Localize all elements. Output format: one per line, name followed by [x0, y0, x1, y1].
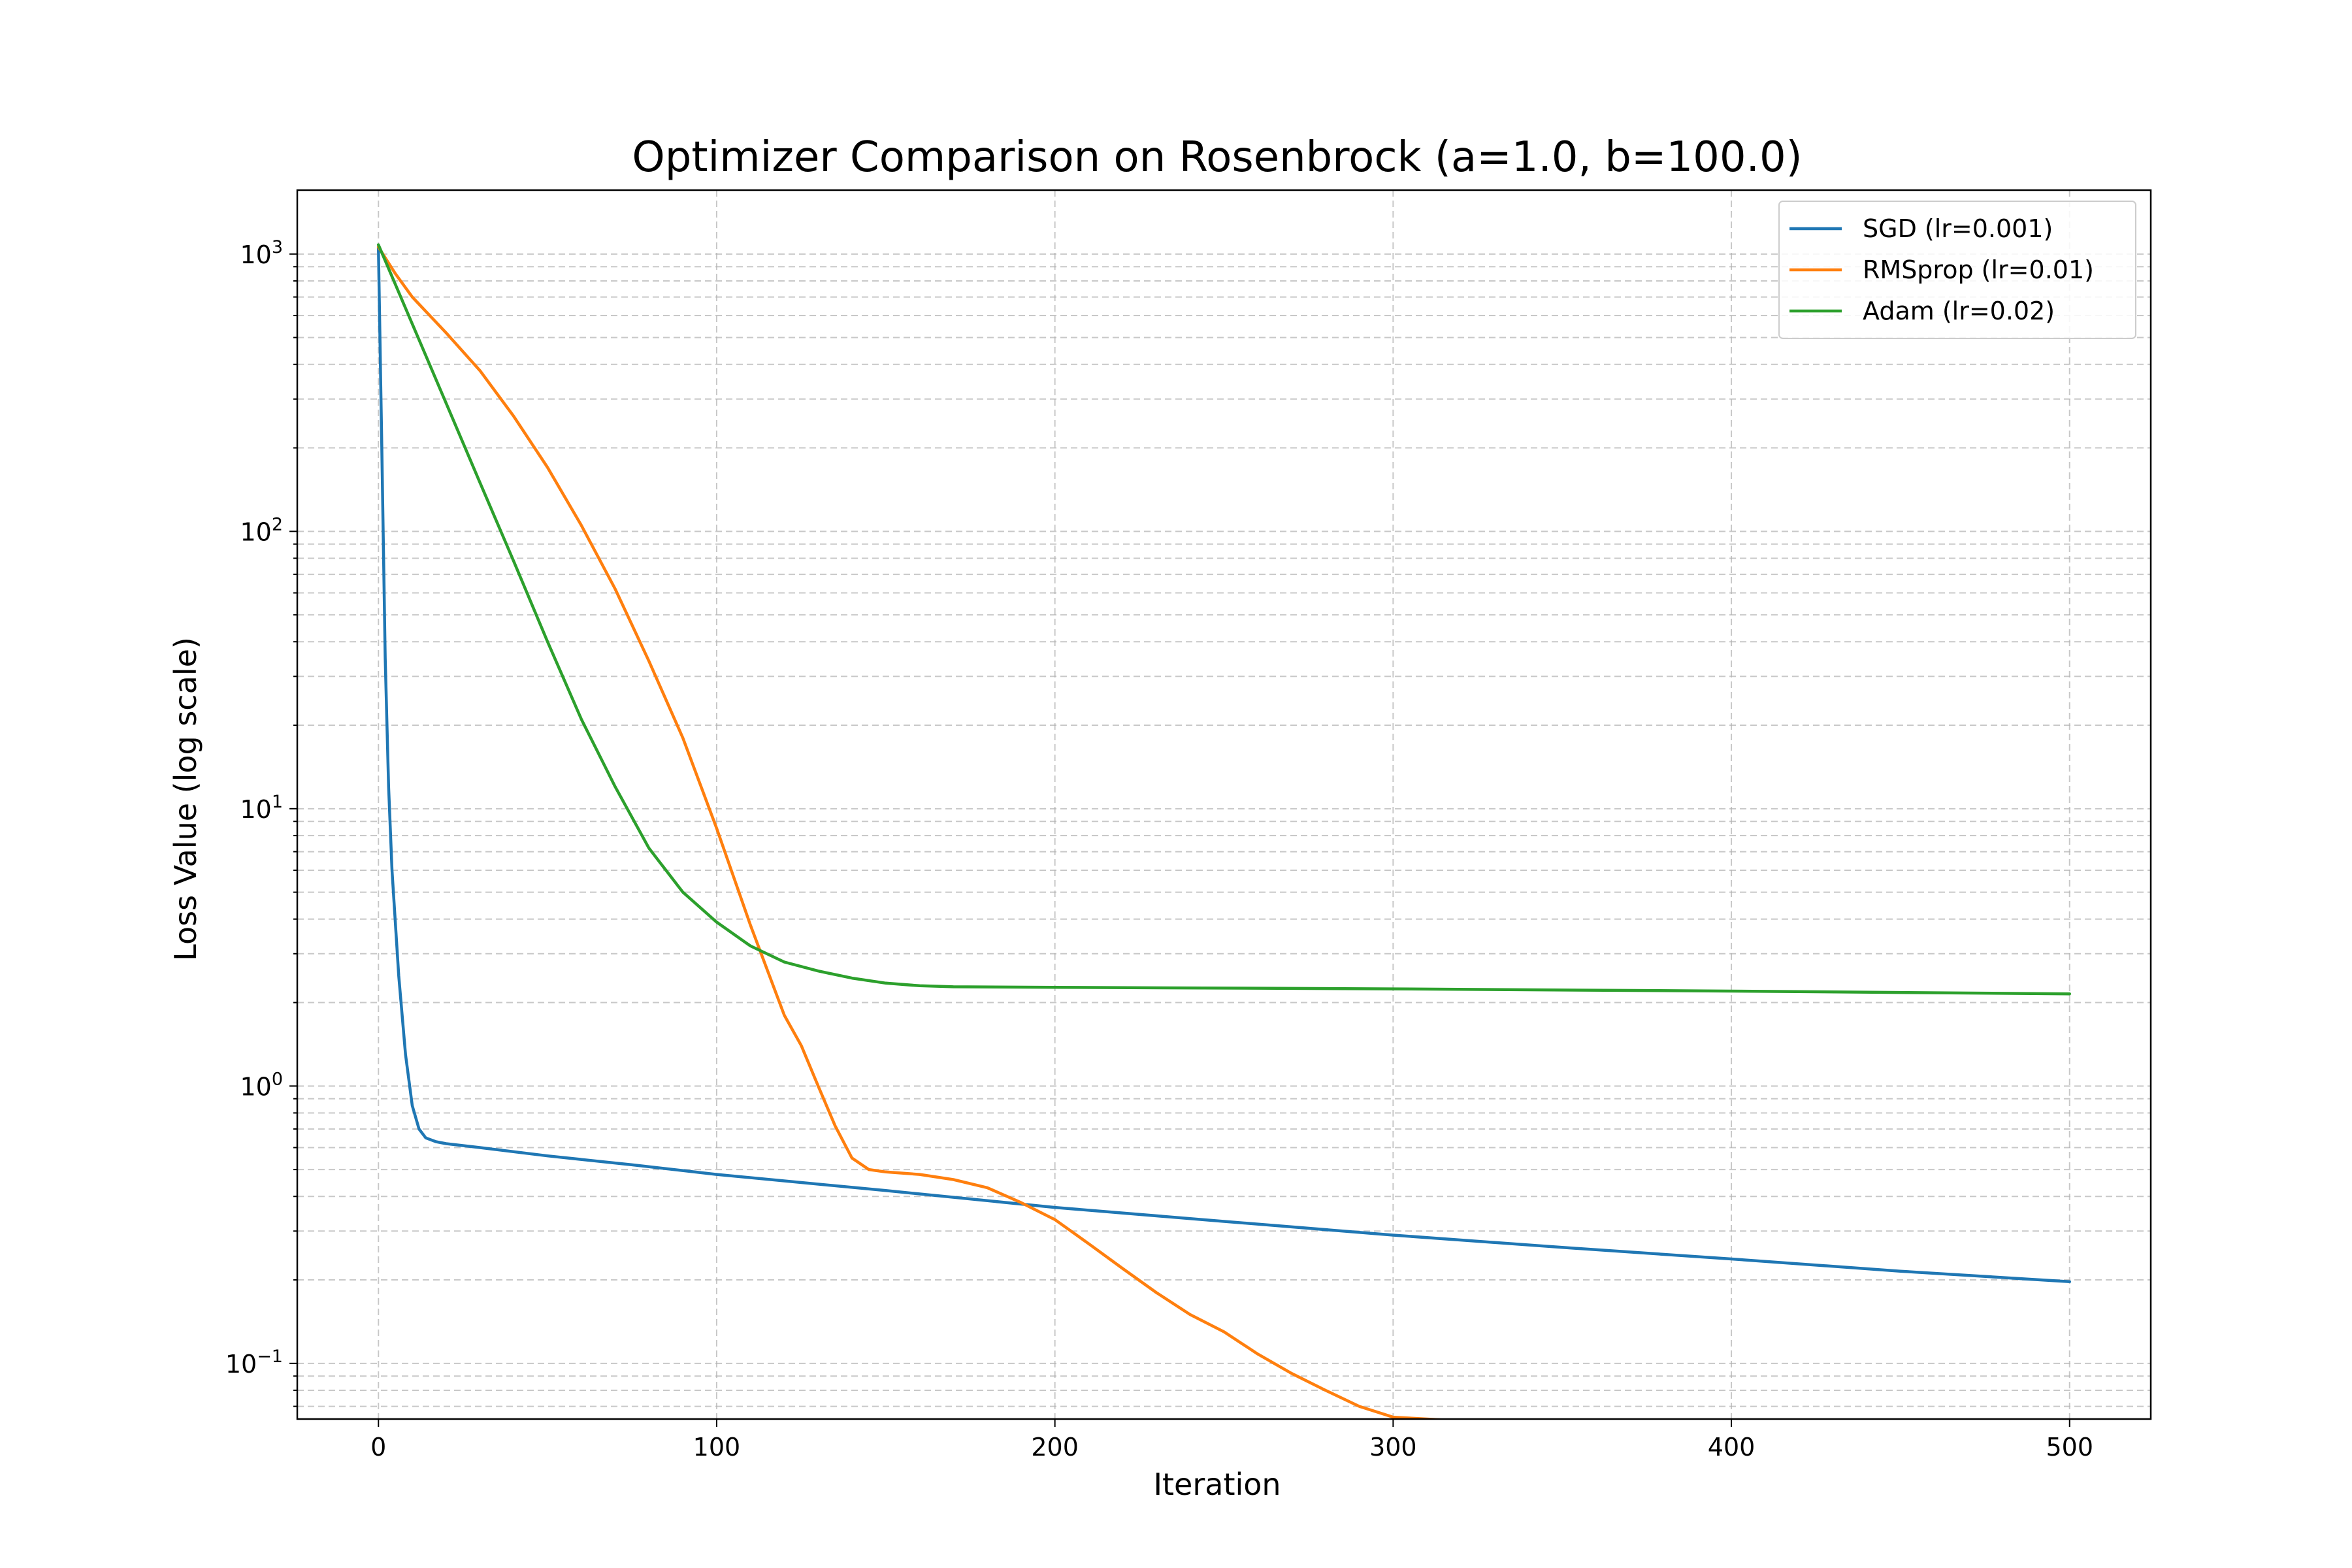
- grid: [297, 190, 2151, 1419]
- y-tick-label: 100: [240, 1069, 283, 1101]
- legend-label-2: Adam (lr=0.02): [1863, 297, 2055, 325]
- series-line-0: [376, 245, 2072, 1284]
- plot-frame: [296, 189, 2152, 1420]
- series-line-2: [376, 243, 2072, 996]
- x-tick-label: 500: [2046, 1433, 2093, 1462]
- x-tick-label: 300: [1369, 1433, 1417, 1462]
- x-tick-label: 400: [1708, 1433, 1756, 1462]
- legend-box: [1778, 201, 2136, 339]
- series-line-1: [376, 245, 1454, 1419]
- x-tick-label: 100: [693, 1433, 741, 1462]
- x-tick-label: 0: [370, 1433, 386, 1462]
- plot-lines: [376, 243, 2072, 1419]
- legend: SGD (lr=0.001) RMSprop (lr=0.01) Adam (lr=…: [1778, 201, 2136, 339]
- y-axis-title: Loss Value (log scale): [168, 637, 203, 961]
- y-tick-label: 103: [240, 237, 283, 269]
- axis-ticks: 0 100 200 300 400 500 10−1 100 101 102 103: [225, 237, 2093, 1462]
- y-tick-label: 101: [240, 792, 283, 824]
- y-tick-label: 10−1: [225, 1347, 283, 1379]
- x-tick-label: 200: [1031, 1433, 1079, 1462]
- y-tick-label: 102: [240, 514, 283, 546]
- chart-title: Optimizer Comparison on Rosenbrock (a=1.…: [632, 133, 1802, 182]
- legend-label-0: SGD (lr=0.001): [1863, 214, 2053, 243]
- x-axis-title: Iteration: [1153, 1467, 1281, 1502]
- legend-label-1: RMSprop (lr=0.01): [1863, 255, 2094, 284]
